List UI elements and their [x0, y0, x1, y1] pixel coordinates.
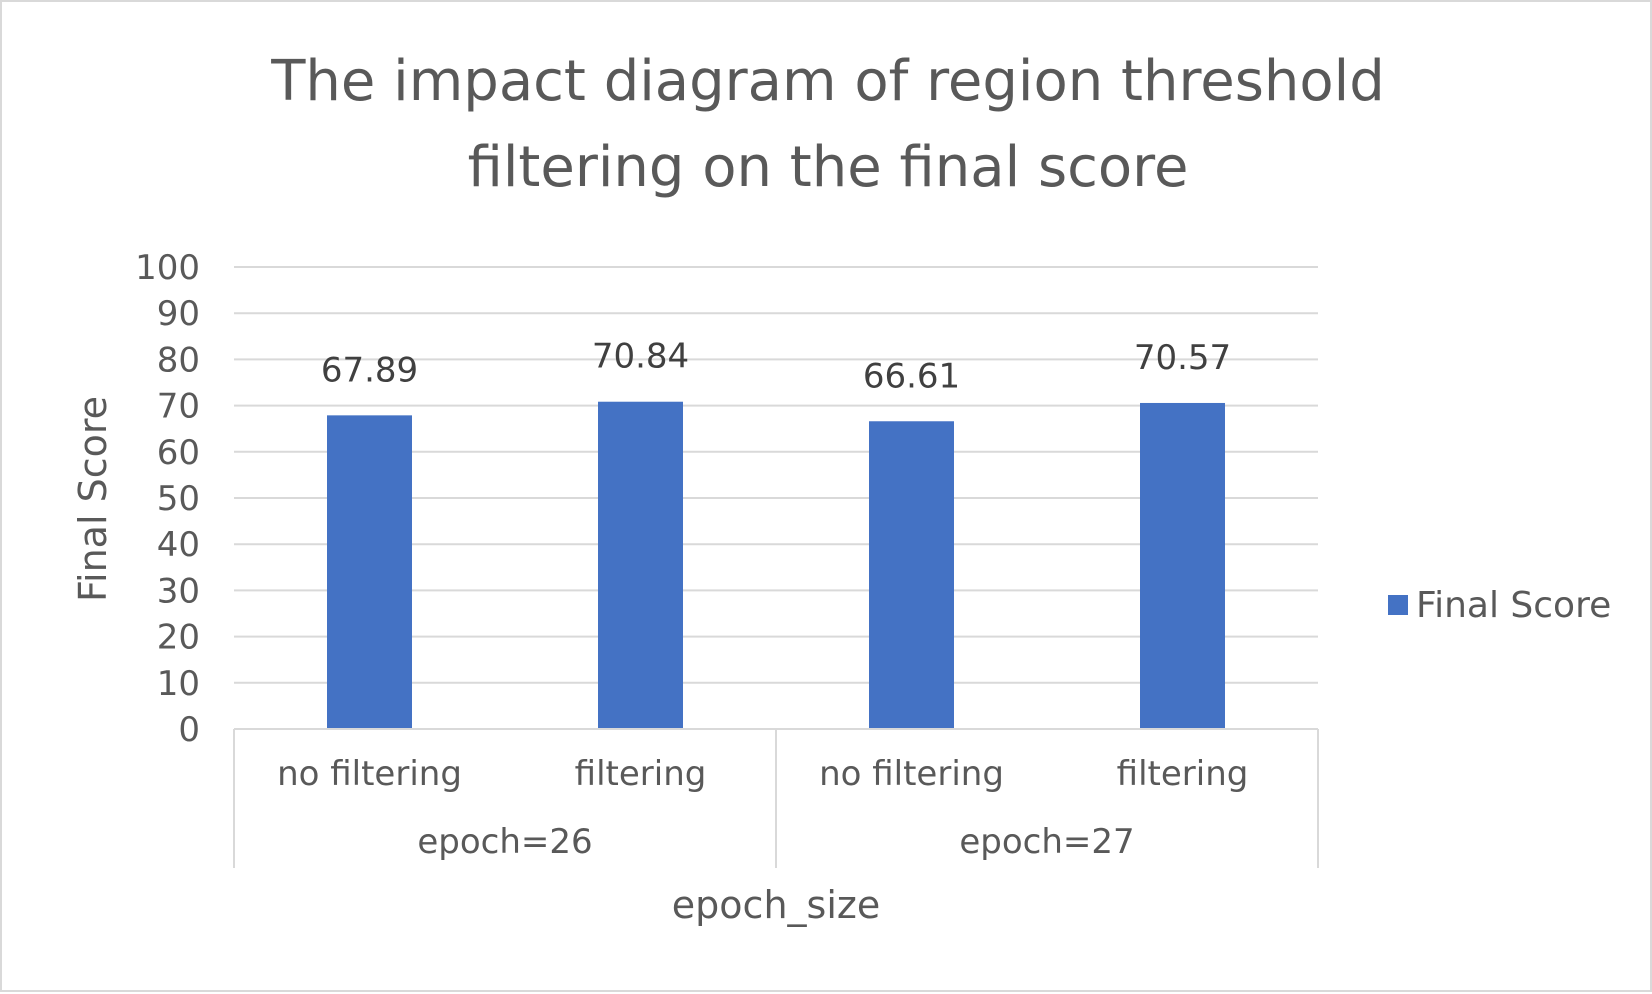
bar-value-label: 70.57: [1134, 338, 1231, 378]
y-tick-label: 20: [157, 618, 200, 658]
bar-value-label: 66.61: [863, 356, 960, 396]
gridlines: [234, 266, 1318, 684]
legend-label: Final Score: [1416, 585, 1611, 626]
y-tick-label: 100: [135, 248, 200, 288]
x-category-label: filtering: [575, 754, 707, 794]
y-tick-label: 10: [157, 664, 200, 704]
y-axis-title: Final Score: [71, 396, 115, 602]
y-tick-label: 50: [157, 479, 200, 519]
bar: [1140, 402, 1225, 729]
y-tick-label: 40: [157, 525, 200, 565]
y-tick-label: 30: [157, 571, 200, 611]
bar-value-label: 70.84: [592, 337, 689, 377]
legend: Final Score: [1388, 585, 1611, 626]
x-category-label: no filtering: [277, 754, 462, 794]
legend-swatch: [1388, 595, 1408, 615]
data-labels: 67.89 70.84 66.61 70.57: [321, 337, 1231, 397]
bar-value-label: 67.89: [321, 350, 418, 390]
chart-title-line-2: filtering on the final score: [468, 135, 1189, 200]
bar: [869, 421, 954, 729]
x-group-label: epoch=27: [959, 822, 1134, 862]
x-axis-title: epoch_size: [672, 883, 880, 927]
y-tick-label: 90: [157, 294, 200, 334]
bar: [327, 415, 412, 729]
bar: [598, 401, 683, 729]
x-category-label: filtering: [1117, 754, 1249, 794]
y-tick-label: 0: [178, 710, 200, 750]
x-group-label: epoch=26: [417, 822, 592, 862]
x-axis: no filtering filtering no filtering filteri…: [233, 728, 1319, 868]
y-axis-ticks: 0 10 20 30 40 50 60 70 80 90 100: [135, 248, 200, 750]
y-tick-label: 70: [157, 387, 200, 427]
y-tick-label: 80: [157, 340, 200, 380]
bars: [327, 401, 1225, 729]
chart-title: The impact diagram of region threshold f…: [270, 49, 1385, 200]
chart-title-line-1: The impact diagram of region threshold: [270, 49, 1385, 114]
x-category-label: no filtering: [819, 754, 1004, 794]
y-tick-label: 60: [157, 433, 200, 473]
